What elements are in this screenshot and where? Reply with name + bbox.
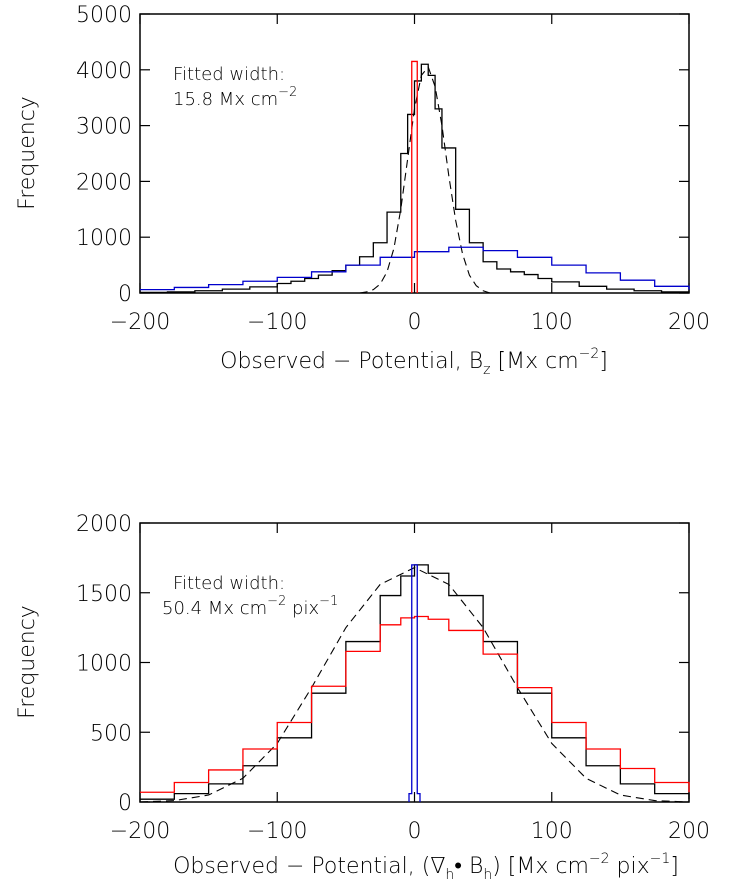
top-x-axis-title-close: ] [599, 349, 608, 374]
top-annotation-exp: −2 [278, 85, 297, 100]
top-x-tick-label: 0 [408, 310, 422, 335]
bottom-x-axis-title: Observed − Potential, (∇h• Bh) [Mx cm−2 … [173, 851, 679, 883]
top-y-axis-title: Frequency [15, 96, 40, 210]
top-x-tick-label: 100 [531, 310, 573, 335]
top-x-axis-title-unit: [Mx cm [491, 349, 579, 374]
top-annotation-line1: Fitted width: [173, 64, 285, 85]
bottom-y-tick-label: 1500 [76, 582, 132, 607]
top-x-axis-title-main: Observed − Potential, B [220, 349, 483, 374]
top-annotation-value: 15.8 Mx cm [173, 89, 278, 110]
bottom-x-axis-title-mid: • B [454, 854, 483, 879]
top-series [140, 60, 690, 294]
bottom-x-tick-label: 100 [531, 819, 573, 844]
top-x-tick-label: −200 [110, 310, 170, 335]
top-y-tick-label: 5000 [76, 3, 132, 28]
bottom-series-3-spike [408, 564, 421, 802]
top-x-tick-label: −100 [247, 310, 307, 335]
bottom-x-axis-title-unit-exp: −2 [589, 851, 610, 867]
bottom-x-axis-title-close: ] [670, 854, 679, 879]
bottom-x-axis-title-pix: pix [610, 854, 650, 879]
bottom-y-tick-label: 1000 [76, 652, 132, 677]
bottom-x-axis-title-main: Observed − Potential, (∇ [173, 854, 445, 879]
bottom-y-tick-label: 2000 [76, 512, 132, 537]
bottom-x-axis-title-sub: h [445, 867, 454, 883]
bottom-x-tick-label: 0 [408, 819, 422, 844]
bottom-annotation-value: 50.4 Mx cm [162, 598, 267, 619]
bottom-y-tick-label: 0 [118, 791, 132, 816]
bottom-annotation-exp2: −1 [319, 594, 338, 609]
top-x-axis-title-sub: z [483, 362, 490, 378]
bottom-x-tick-label: 200 [668, 819, 710, 844]
top-annotation-line2: 15.8 Mx cm−2 [173, 85, 297, 110]
bottom-annotation-exp: −2 [267, 594, 286, 609]
top-y-tick-label: 0 [118, 282, 132, 307]
top-y-tick-label: 2000 [76, 170, 132, 195]
bottom-series [139, 564, 690, 803]
bottom-x-axis-title-unit: ) [Mx cm [492, 854, 589, 879]
bottom-annotation-tail: pix [286, 598, 319, 619]
bottom-annotation-line1: Fitted width: [173, 573, 285, 594]
bottom-x-tick-label: −200 [110, 819, 170, 844]
top-y-tick-label: 4000 [76, 59, 132, 84]
bottom-y-axis-title: Frequency [15, 605, 40, 719]
bottom-x-axis-title-pix-exp: −1 [650, 851, 671, 867]
bottom-x-tick-label: −100 [247, 819, 307, 844]
bottom-series-1-dashed [139, 567, 690, 803]
top-y-tick-label: 3000 [76, 115, 132, 140]
top-series-2-steps [140, 246, 690, 291]
bottom-annotation-line2: 50.4 Mx cm−2 pix−1 [162, 594, 338, 619]
bottom-series-2-steps [140, 615, 690, 793]
bottom-x-axis-title-sub2: h [483, 867, 492, 883]
top-x-axis-title-unit-exp: −2 [579, 346, 600, 362]
top-x-axis-title: Observed − Potential, Bz [Mx cm−2] [220, 346, 608, 378]
bottom-y-tick-label: 500 [90, 721, 132, 746]
top-series-1-dashed [359, 65, 491, 294]
top-x-tick-label: 200 [668, 310, 710, 335]
top-y-tick-label: 1000 [76, 226, 132, 251]
top-series-0-steps [140, 63, 690, 294]
top-series-3-spike [411, 60, 418, 293]
